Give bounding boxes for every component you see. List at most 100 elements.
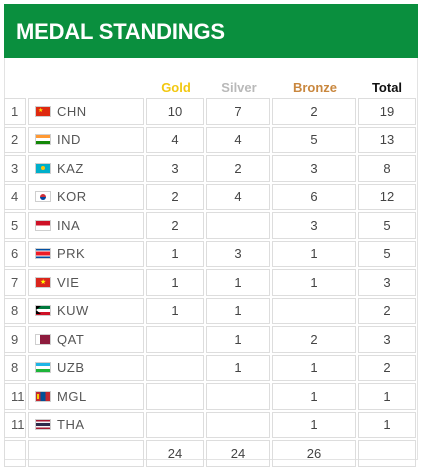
table-row: 11 THA 1 1 <box>4 411 420 441</box>
gold-cell <box>146 354 204 381</box>
total-cell: 2 <box>358 297 416 324</box>
totals-row: 24 24 26 <box>4 440 420 469</box>
total-cell: 2 <box>358 354 416 381</box>
table-row: 9 QAT 1 2 3 <box>4 326 420 355</box>
bronze-cell: 5 <box>272 126 356 153</box>
rank-cell: 3 <box>4 155 26 182</box>
gold-cell: 2 <box>146 212 204 239</box>
country-cell: ★ VIE <box>28 269 144 296</box>
rank-cell: 4 <box>4 183 26 210</box>
country-cell: KAZ <box>28 155 144 182</box>
flag-north-korea-icon <box>35 248 51 260</box>
table-row: 2 IND 4 4 5 13 <box>4 126 420 156</box>
totals-blank-cell <box>4 440 26 467</box>
country-code: THA <box>57 417 85 433</box>
silver-cell: 7 <box>206 98 270 125</box>
table-row: 6 PRK 1 3 1 5 <box>4 240 420 270</box>
total-bronze-cell: 26 <box>272 440 356 467</box>
rank-cell: 8 <box>4 354 26 381</box>
table-row: 3 KAZ 3 2 3 8 <box>4 155 420 184</box>
bronze-cell: 1 <box>272 411 356 438</box>
country-cell: PRK <box>28 240 144 267</box>
bronze-cell: 3 <box>272 155 356 182</box>
rank-cell: 8 <box>4 297 26 324</box>
total-cell: 3 <box>358 326 416 353</box>
bronze-cell: 1 <box>272 269 356 296</box>
country-cell: IND <box>28 126 144 153</box>
silver-cell: 1 <box>206 326 270 353</box>
totals-blank-cell <box>28 440 144 467</box>
gold-cell <box>146 411 204 438</box>
bronze-cell: 6 <box>272 183 356 210</box>
flag-thailand-icon <box>35 419 51 431</box>
rank-cell: 2 <box>4 126 26 153</box>
rank-cell: 11 <box>4 411 26 438</box>
rank-cell: 5 <box>4 212 26 239</box>
country-cell: ★ CHN <box>28 98 144 125</box>
silver-cell <box>206 411 270 438</box>
total-silver-cell: 24 <box>206 440 270 467</box>
country-code: VIE <box>57 274 80 290</box>
table-row: 11 MGL 1 1 <box>4 383 420 412</box>
flag-mongolia-icon <box>35 390 51 402</box>
bronze-cell: 1 <box>272 354 356 381</box>
country-cell: QAT <box>28 326 144 353</box>
silver-cell: 1 <box>206 269 270 296</box>
gold-cell <box>146 383 204 410</box>
flag-china-icon: ★ <box>35 105 51 117</box>
total-cell: 3 <box>358 269 416 296</box>
header-gold: Gold <box>161 80 191 95</box>
country-cell: UZB <box>28 354 144 381</box>
total-total-cell <box>358 440 416 467</box>
bronze-cell: 1 <box>272 240 356 267</box>
silver-cell: 1 <box>206 354 270 381</box>
country-code: KUW <box>57 303 89 319</box>
silver-cell <box>206 383 270 410</box>
country-code: UZB <box>57 360 85 376</box>
rank-cell: 7 <box>4 269 26 296</box>
header-silver: Silver <box>221 80 257 95</box>
page-title: MEDAL STANDINGS <box>16 19 225 44</box>
table-row: 5 INA 2 3 5 <box>4 212 420 241</box>
table-row: 1 ★ CHN 10 7 2 19 <box>4 98 420 127</box>
gold-cell <box>146 326 204 353</box>
country-code: KAZ <box>57 160 84 176</box>
country-cell: KUW <box>28 297 144 324</box>
country-cell: MGL <box>28 383 144 410</box>
flag-kuwait-icon <box>35 305 51 317</box>
bronze-cell: 3 <box>272 212 356 239</box>
silver-cell: 4 <box>206 126 270 153</box>
header-total: Total <box>371 80 403 95</box>
country-code: PRK <box>57 246 86 262</box>
flag-vietnam-icon: ★ <box>35 276 51 288</box>
silver-cell: 1 <box>206 297 270 324</box>
gold-cell: 10 <box>146 98 204 125</box>
table-row: 8 KUW 1 1 2 <box>4 297 420 327</box>
country-code: KOR <box>57 189 87 205</box>
rank-cell: 9 <box>4 326 26 353</box>
bronze-cell: 2 <box>272 326 356 353</box>
total-cell: 1 <box>358 411 416 438</box>
flag-india-icon <box>35 134 51 146</box>
flag-indonesia-icon <box>35 219 51 231</box>
gold-cell: 2 <box>146 183 204 210</box>
rank-cell: 1 <box>4 98 26 125</box>
country-cell: THA <box>28 411 144 438</box>
flag-south-korea-icon <box>35 191 51 203</box>
table-row: 7 ★ VIE 1 1 1 3 <box>4 269 420 298</box>
country-code: MGL <box>57 388 87 404</box>
silver-cell: 4 <box>206 183 270 210</box>
total-cell: 5 <box>358 212 416 239</box>
flag-qatar-icon <box>35 333 51 345</box>
country-code: IND <box>57 132 81 148</box>
gold-cell: 4 <box>146 126 204 153</box>
country-cell: INA <box>28 212 144 239</box>
silver-cell <box>206 212 270 239</box>
total-gold-cell: 24 <box>146 440 204 467</box>
bronze-cell <box>272 297 356 324</box>
total-cell: 13 <box>358 126 416 153</box>
total-cell: 5 <box>358 240 416 267</box>
header-bronze: Bronze <box>292 80 338 95</box>
total-cell: 12 <box>358 183 416 210</box>
table-row: 4 KOR 2 4 6 12 <box>4 183 420 213</box>
